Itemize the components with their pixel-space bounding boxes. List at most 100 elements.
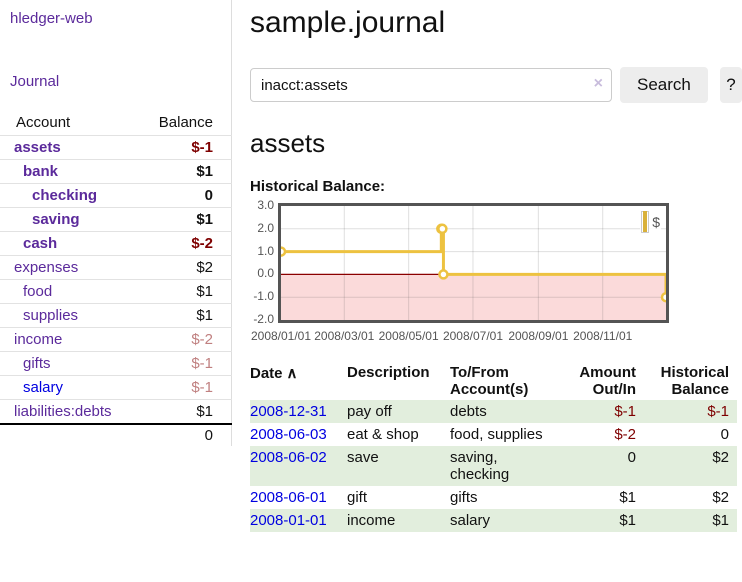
account-balance: $1 (196, 307, 213, 324)
register-date-cell: 2008-06-02 (250, 446, 347, 486)
account-balance: $-1 (191, 355, 213, 372)
register-amount-cell: $-2 (614, 426, 636, 443)
transaction-date-link[interactable]: 2008-06-02 (250, 449, 327, 466)
register-balance-cell: $2 (712, 449, 729, 466)
accounts-header: Account Balance (0, 112, 232, 135)
register-row: 2008-06-02 save saving, checking 0 $2 (250, 446, 737, 486)
account-balance: $-1 (191, 139, 213, 156)
x-axis-tick-label: 2008/03/01 (314, 329, 375, 343)
register-date-cell: 2008-12-31 (250, 400, 347, 423)
account-link[interactable]: food (23, 283, 53, 300)
account-link[interactable]: cash (23, 235, 58, 252)
register-amount-cell: 0 (627, 449, 636, 466)
search-button[interactable]: Search (620, 67, 708, 103)
sidebar-account-salary: salary $-1 (0, 375, 232, 399)
register-row: 2008-01-01 income salary $1 $1 (250, 509, 737, 532)
y-axis-tick-label: 1.0 (257, 243, 274, 258)
account-balance: $1 (196, 211, 213, 228)
sidebar-account-food: food $1 (0, 279, 232, 303)
chart-legend: $ (640, 210, 661, 234)
y-axis-tick-label: 3.0 (257, 198, 274, 212)
y-axis-tick-label: 0.0 (257, 266, 274, 281)
legend-label: $ (652, 214, 660, 230)
transaction-date-link[interactable]: 2008-06-03 (250, 426, 327, 443)
register-description-cell: gift (347, 489, 368, 506)
nav-journal-link[interactable]: Journal (10, 73, 60, 90)
account-link[interactable]: checking (32, 187, 98, 204)
account-link[interactable]: salary (23, 379, 64, 396)
account-balance: $1 (196, 283, 213, 300)
register-accounts-cell: gifts (450, 489, 478, 506)
account-balance: $1 (196, 163, 213, 180)
col-balance: Historical Balance (660, 364, 729, 398)
register-description-cell: eat & shop (347, 426, 419, 443)
page-title: sample.journal (250, 6, 446, 39)
transaction-date-link[interactable]: 2008-01-01 (250, 512, 327, 529)
register-balance-cell: $1 (712, 512, 729, 529)
x-axis-tick-label: 2008/09/01 (508, 329, 569, 343)
account-link[interactable]: income (14, 331, 63, 348)
account-link[interactable]: saving (32, 211, 80, 228)
register-amount-cell: $-1 (614, 403, 636, 420)
register-row: 2008-12-31 pay off debts $-1 $-1 (250, 400, 737, 423)
col-description: Description (347, 364, 430, 381)
chart-plot-area: $ (278, 203, 669, 323)
clear-search-icon[interactable]: × (593, 75, 603, 92)
account-link[interactable]: assets (14, 139, 61, 156)
sidebar-account-gifts: gifts $-1 (0, 351, 232, 375)
register-date-cell: 2008-06-01 (250, 486, 347, 509)
transaction-date-link[interactable]: 2008-06-01 (250, 489, 327, 506)
register-accounts-cell: food, supplies (450, 426, 543, 443)
register-date-cell: 2008-06-03 (250, 423, 347, 446)
x-axis-tick-label: 2008/01/01 (250, 329, 312, 343)
register-accounts-cell: salary (450, 512, 491, 529)
register-amount-cell: $1 (619, 512, 636, 529)
x-axis-tick-label: 2008/05/01 (378, 329, 439, 343)
sidebar: hledger-web Journal Account Balance asse… (0, 0, 232, 446)
register-description-cell: save (347, 449, 379, 466)
account-link[interactable]: expenses (14, 259, 79, 276)
col-amount: Amount Out/In (579, 364, 636, 398)
register-description-cell: pay off (347, 403, 392, 420)
help-button[interactable]: ? (719, 67, 742, 103)
register-date-cell: 2008-01-01 (250, 509, 347, 532)
historical-balance-chart: $ 3.0 2.0 1.0 0.0 -1.0 -2.0 2008/01/01 2008/03… (250, 198, 742, 345)
register-description-cell: income (347, 512, 396, 529)
register-accounts-cell: saving, checking (450, 449, 510, 483)
transaction-date-link[interactable]: 2008-12-31 (250, 403, 327, 420)
accounts-total-row: 0 (0, 423, 232, 446)
account-balance: 0 (204, 187, 213, 204)
account-link[interactable]: gifts (23, 355, 51, 372)
register-balance-cell: $2 (712, 489, 729, 506)
account-balance: $1 (196, 403, 213, 420)
search-input[interactable] (250, 68, 612, 102)
col-date: Date ∧ (250, 365, 298, 382)
accounts-header-balance: Balance (158, 114, 213, 131)
brand-link[interactable]: hledger-web (10, 10, 93, 27)
register-header-row: Date ∧ Description To/From Account(s) Amo… (250, 362, 737, 400)
sidebar-account-checking: checking 0 (0, 183, 232, 207)
sidebar-account-bank: bank $1 (0, 159, 232, 183)
col-accounts: To/From Account(s) (450, 364, 529, 398)
account-link[interactable]: liabilities:debts (14, 403, 112, 420)
register-row: 2008-06-01 gift gifts $1 $2 (250, 486, 737, 509)
register-row: 2008-06-03 eat & shop food, supplies $-2 0 (250, 423, 737, 446)
account-link[interactable]: supplies (23, 307, 79, 324)
sidebar-account-assets: assets $-1 (0, 135, 232, 159)
account-title: assets (250, 128, 326, 158)
sidebar-account-supplies: supplies $1 (0, 303, 232, 327)
account-balance: $-1 (191, 379, 213, 396)
y-axis-tick-label: -2.0 (253, 312, 274, 326)
y-axis-tick-label: 2.0 (257, 220, 274, 235)
register-balance-cell: $-1 (707, 403, 729, 420)
chart-heading: Historical Balance: (250, 178, 386, 195)
account-link[interactable]: bank (23, 163, 59, 180)
sidebar-account-expenses: expenses $2 (0, 255, 232, 279)
sidebar-account-saving: saving $1 (0, 207, 232, 231)
account-balance: $-2 (191, 331, 213, 348)
register-balance-cell: 0 (720, 426, 729, 443)
register-table: Date ∧ Description To/From Account(s) Amo… (250, 362, 737, 532)
main-content: sample.journal × Search ? assets Histori… (250, 0, 742, 532)
account-balance: $-2 (191, 235, 213, 252)
chart-svg (281, 206, 666, 320)
